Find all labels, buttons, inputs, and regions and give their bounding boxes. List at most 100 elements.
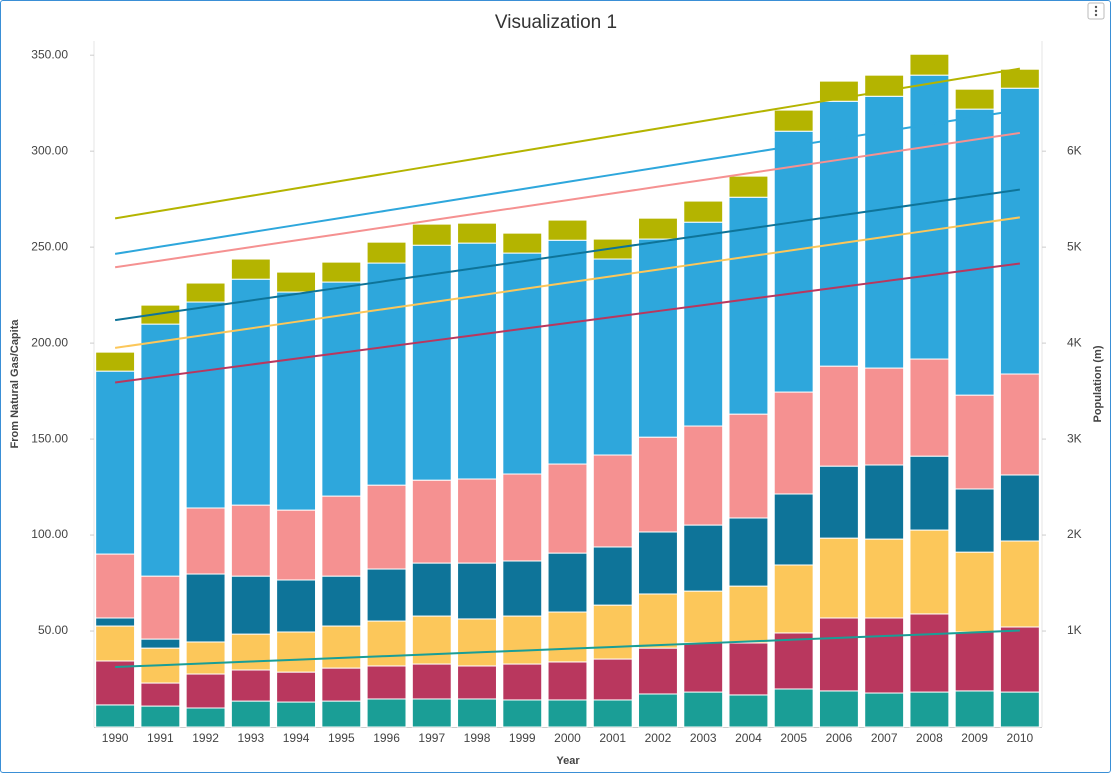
bar-segment (411, 698, 452, 728)
bar-segment (864, 692, 905, 728)
bar-segment (411, 562, 452, 617)
y-tick-label: 350.00 (31, 47, 68, 61)
x-tick-label: 1998 (464, 731, 491, 745)
bar-segment (728, 642, 769, 696)
bar-segment (140, 705, 181, 728)
bar-segment (366, 665, 407, 700)
bar-segment (999, 373, 1040, 476)
bar-segment (954, 631, 995, 692)
bar-segment (230, 700, 271, 728)
menu-dot (1094, 5, 1098, 9)
bar-segment (276, 701, 317, 728)
bar-segment (321, 261, 362, 283)
x-tick-label: 2008 (916, 731, 943, 745)
bar-segment (547, 219, 588, 241)
bar-segment (321, 700, 362, 728)
bar-segment (276, 271, 317, 293)
bar-segment (909, 53, 950, 76)
bar-segment (457, 562, 497, 620)
bar-segment (728, 175, 769, 198)
bar-segment (411, 479, 452, 564)
y2-axis-title: Population (m) (1092, 345, 1104, 422)
bar-segment (95, 370, 136, 555)
bar-segment (230, 504, 271, 577)
bar-segment (909, 529, 950, 615)
y-tick-label: 200.00 (31, 335, 68, 349)
bar-segment (999, 87, 1040, 375)
population-line (114, 131, 1021, 269)
bar-segment (864, 95, 905, 369)
bar-segment (728, 694, 769, 728)
population-line (115, 629, 1020, 669)
bar-segment (230, 633, 271, 671)
bar-segment (954, 551, 995, 633)
bar-segment (230, 258, 271, 280)
bar-segment (592, 546, 633, 606)
bar-segment (773, 109, 814, 132)
bar-segment (954, 88, 995, 110)
bar-segment (683, 200, 724, 223)
x-tick-label: 1992 (192, 731, 219, 745)
bar-segment (95, 625, 136, 662)
bar-segment (592, 699, 633, 728)
bar-segment (773, 493, 814, 566)
bar-segment (909, 74, 950, 360)
bar-segment (864, 367, 905, 466)
bar-segment (321, 575, 362, 627)
bar-segment (185, 573, 226, 643)
bar-segment (773, 130, 814, 393)
bar-segment (366, 484, 407, 570)
bar-segment (140, 682, 181, 707)
bar-segment (230, 278, 271, 506)
bar-segment (95, 660, 136, 706)
bar-segment (321, 495, 362, 577)
bar-segment (728, 585, 769, 644)
bar-segment (728, 517, 769, 587)
x-tick-label: 2002 (645, 731, 672, 745)
bar-segment (999, 474, 1040, 542)
bar-segment (773, 564, 814, 634)
bar-segment (954, 108, 995, 396)
bar-segment (638, 217, 678, 240)
bar-segment (411, 615, 452, 665)
bar-segment (140, 304, 181, 325)
bar-segment (638, 647, 678, 695)
bar-segment (592, 658, 633, 701)
bar-segment (683, 590, 724, 644)
bar-segment (773, 632, 814, 690)
population-line (114, 67, 1021, 220)
bar-segment (547, 463, 588, 554)
bar-segment (638, 693, 678, 728)
bar-segment (366, 568, 407, 622)
bar-segment (140, 638, 181, 649)
bar-segment (592, 604, 633, 660)
x-tick-label: 1995 (328, 731, 355, 745)
y2-tick-label: 4K (1067, 335, 1082, 349)
bar-segment (547, 552, 588, 613)
bar-segment (909, 613, 950, 693)
bar-segment (502, 560, 543, 617)
bar-segment (999, 540, 1040, 628)
bar-segment (457, 478, 497, 564)
bar-segment (321, 625, 362, 669)
bar-segment (502, 663, 543, 701)
bar-segment (411, 223, 452, 246)
menu-button[interactable] (1087, 2, 1105, 20)
y2-tick-label: 1K (1067, 623, 1082, 637)
bar-segment (547, 699, 588, 728)
bar-segment (185, 507, 226, 575)
y-tick-label: 150.00 (31, 431, 68, 445)
bar-segment (773, 688, 814, 728)
bar-segment (954, 394, 995, 490)
bar-segment (683, 691, 724, 728)
x-tick-label: 1997 (418, 731, 445, 745)
bar-segment (411, 663, 452, 700)
y2-tick-label: 2K (1067, 527, 1082, 541)
bar-segment (366, 620, 407, 667)
menu-dot (1094, 13, 1098, 17)
y-axis-title: From Natural Gas/Capita (9, 319, 21, 449)
bar-segment (185, 641, 226, 675)
bar-segment (140, 323, 181, 577)
